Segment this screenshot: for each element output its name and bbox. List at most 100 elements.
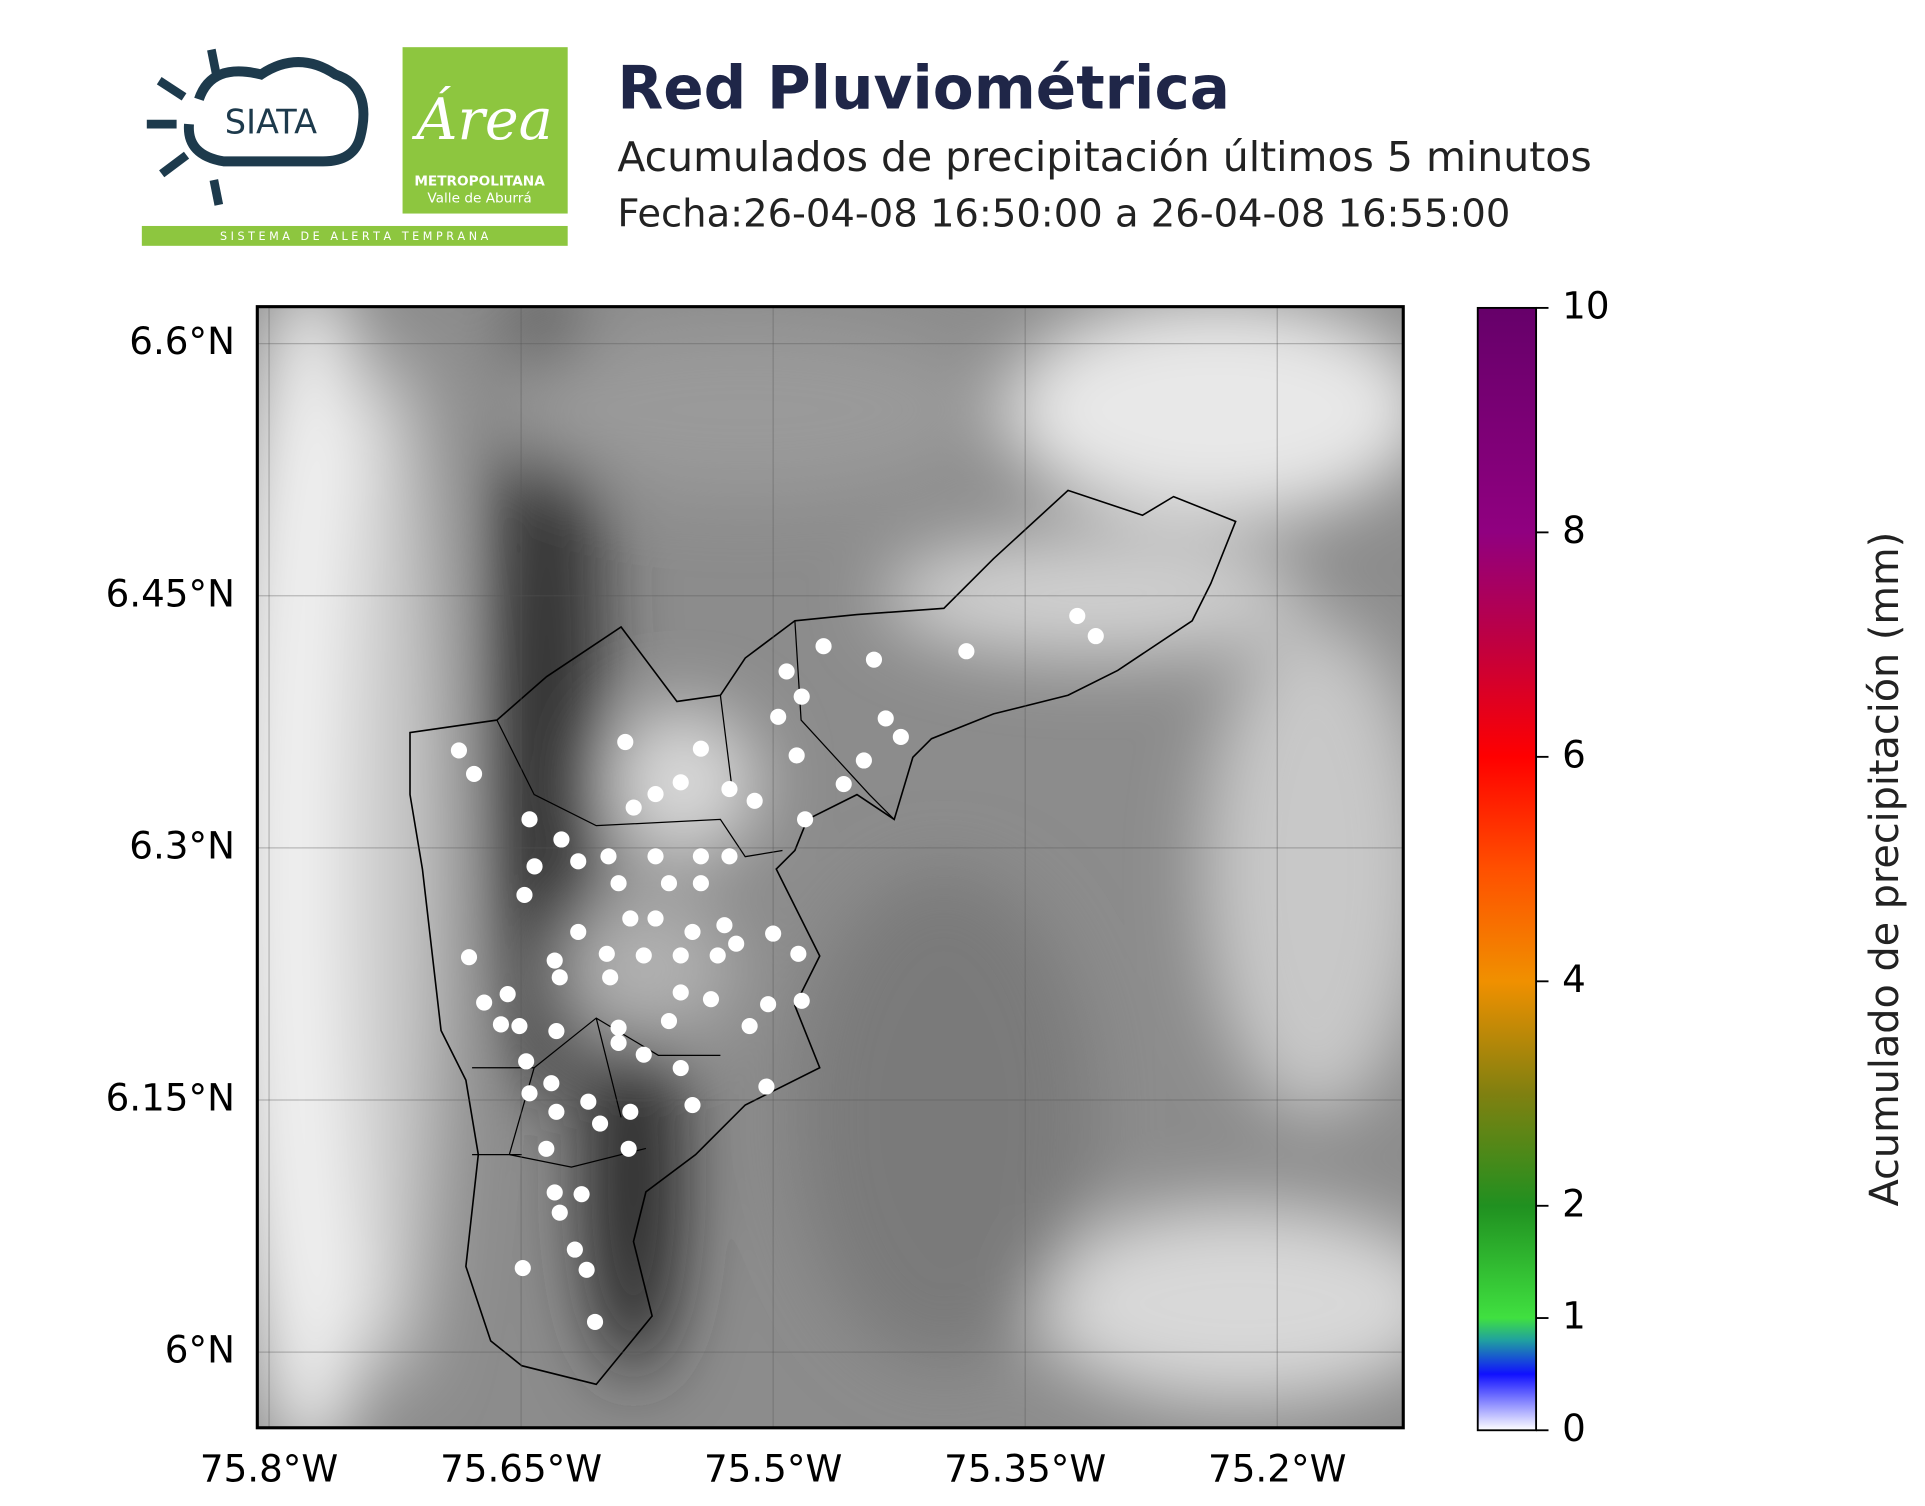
station — [958, 643, 975, 660]
x-tick-label: 75.65°W — [440, 1447, 602, 1491]
station — [548, 1103, 565, 1120]
station — [660, 1012, 678, 1030]
station — [892, 728, 909, 746]
station — [672, 774, 689, 791]
y-tick-label: 6.6°N — [129, 319, 235, 363]
station — [578, 1261, 595, 1278]
x-tick-label: 75.8°W — [200, 1447, 338, 1491]
station — [672, 1060, 689, 1077]
station — [526, 858, 543, 875]
station — [721, 780, 738, 798]
station — [692, 740, 709, 757]
area-logo: Área METROPOLITANA Valle de Aburrá S I S… — [141, 47, 568, 246]
station — [465, 765, 483, 783]
station — [548, 1023, 565, 1040]
colorbar-tick-label: 4 — [1562, 957, 1586, 1001]
station — [546, 952, 563, 969]
station — [622, 1103, 639, 1120]
station — [790, 945, 807, 962]
station — [521, 1085, 538, 1102]
station — [600, 848, 617, 865]
station — [741, 1017, 758, 1035]
station — [598, 945, 615, 962]
station — [728, 935, 745, 952]
colorbar-tick-label: 6 — [1562, 732, 1586, 776]
station — [692, 848, 709, 865]
station — [770, 708, 787, 725]
metropolitana-text: METROPOLITANA — [414, 173, 545, 189]
station — [793, 688, 810, 705]
station — [672, 984, 689, 1001]
station — [647, 786, 664, 803]
station — [877, 710, 894, 727]
station — [684, 1096, 701, 1114]
x-tick-label: 75.5°W — [704, 1447, 842, 1491]
station — [635, 1046, 652, 1063]
date: Fecha:26-04-08 16:50:00 a 26-04-08 16:55… — [617, 192, 1510, 237]
x-tick-label: 75.2°W — [1208, 1447, 1346, 1491]
station — [538, 1140, 555, 1157]
station — [692, 875, 709, 892]
station — [610, 1019, 627, 1036]
station — [765, 925, 782, 942]
station — [760, 996, 777, 1013]
station — [635, 947, 652, 964]
station — [551, 1204, 568, 1221]
colorbar-tick-label: 2 — [1562, 1181, 1586, 1225]
valle-text: Valle de Aburrá — [427, 191, 531, 207]
station — [499, 986, 516, 1003]
station — [625, 799, 642, 816]
siata-text: SIATA — [225, 103, 317, 142]
station — [543, 1075, 560, 1092]
station — [516, 886, 533, 904]
station — [672, 947, 689, 964]
station — [546, 1184, 563, 1201]
municipal-boundaries — [472, 620, 895, 1168]
station — [610, 1034, 627, 1051]
station — [553, 831, 570, 848]
station — [551, 969, 568, 986]
colorbar-tick-label: 8 — [1562, 508, 1586, 552]
station — [702, 991, 720, 1008]
station — [684, 923, 701, 941]
station — [835, 775, 852, 793]
station — [570, 853, 587, 870]
station — [1087, 628, 1104, 645]
y-tick-label: 6.15°N — [106, 1076, 235, 1120]
siata-logo: SIATA — [146, 48, 369, 206]
station — [793, 992, 810, 1009]
station — [566, 1241, 583, 1258]
station — [610, 875, 627, 892]
station — [660, 875, 678, 892]
terrain — [257, 306, 1404, 1428]
station — [460, 949, 478, 966]
station — [514, 1260, 531, 1277]
tagline: S I S T E M A D E A L E R T A T E M P R … — [220, 230, 489, 243]
colorbar — [1476, 306, 1538, 1432]
station — [647, 848, 664, 865]
station — [492, 1016, 510, 1033]
x-tick-label: 75.35°W — [944, 1447, 1106, 1491]
station — [709, 947, 726, 964]
y-tick-label: 6.45°N — [106, 571, 235, 615]
colorbar-tick-label: 0 — [1562, 1406, 1586, 1450]
y-tick-label: 6°N — [165, 1328, 235, 1372]
station — [580, 1093, 597, 1110]
station — [647, 910, 664, 927]
station — [511, 1017, 528, 1035]
station — [778, 663, 795, 680]
station — [1069, 607, 1086, 625]
station — [622, 910, 639, 927]
station — [758, 1078, 775, 1095]
y-tick-label: 6.3°N — [129, 823, 235, 867]
subtitle: Acumulados de precipitación últimos 5 mi… — [617, 133, 1591, 181]
map-frame — [255, 305, 1405, 1430]
station — [592, 1115, 609, 1132]
station — [573, 1186, 590, 1203]
station — [716, 917, 733, 934]
station — [521, 811, 538, 828]
station — [586, 1313, 604, 1330]
station — [476, 994, 493, 1011]
colorbar-tick-label: 10 — [1562, 283, 1609, 327]
